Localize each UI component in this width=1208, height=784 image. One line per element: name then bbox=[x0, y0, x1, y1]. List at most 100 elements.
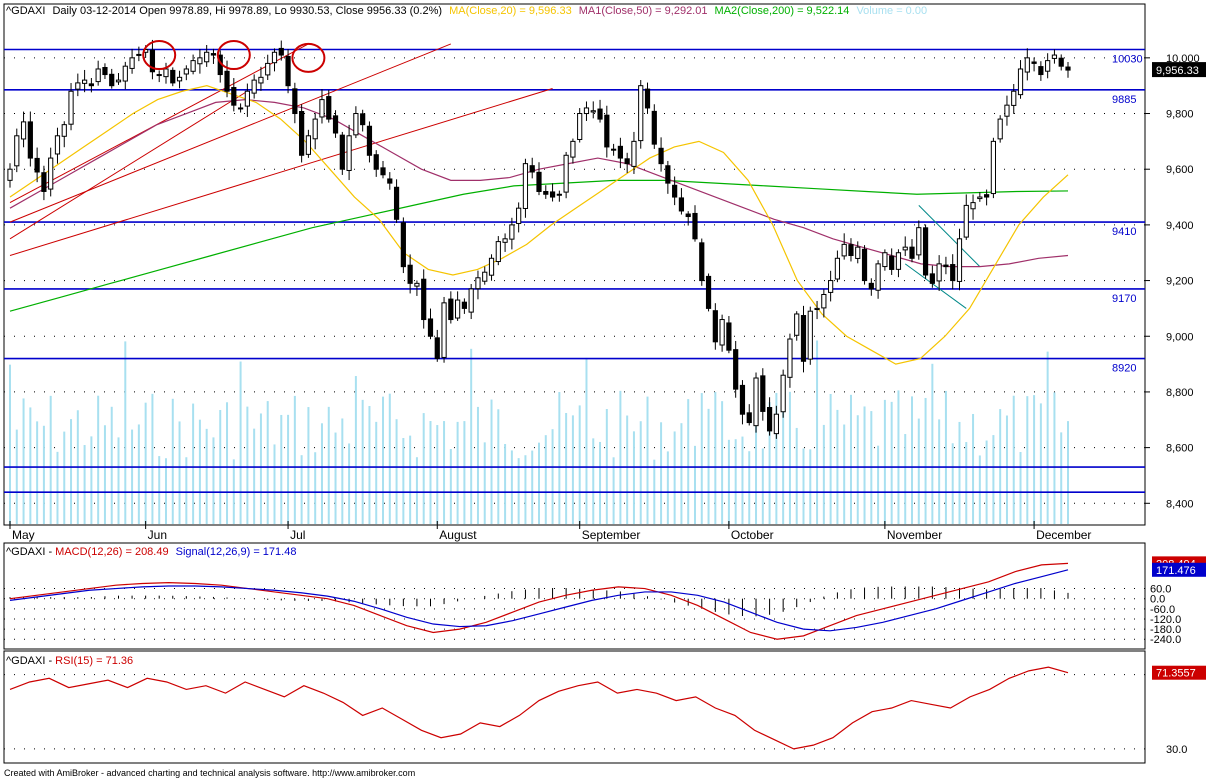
month-label: Jun bbox=[148, 528, 167, 542]
candle-body bbox=[237, 107, 244, 110]
volume-bar bbox=[524, 455, 527, 524]
candle bbox=[882, 249, 888, 271]
volume-bar bbox=[877, 445, 880, 524]
volume-bar bbox=[117, 437, 120, 524]
candle bbox=[617, 137, 623, 169]
volume-bar bbox=[422, 413, 425, 524]
volume-bar bbox=[456, 421, 459, 524]
volume-bar bbox=[592, 438, 595, 524]
candle-body bbox=[773, 413, 779, 435]
candle bbox=[34, 147, 40, 183]
candle-body bbox=[258, 76, 264, 84]
candle bbox=[787, 333, 793, 388]
volume-bar bbox=[558, 392, 561, 524]
candle-body bbox=[889, 255, 895, 270]
candle bbox=[448, 291, 454, 324]
volume-bar bbox=[239, 361, 242, 524]
candle-body bbox=[590, 110, 596, 113]
candle bbox=[536, 162, 542, 196]
volume-bar bbox=[144, 402, 147, 524]
candle bbox=[658, 137, 664, 172]
candle bbox=[651, 104, 657, 149]
candle-body bbox=[1017, 68, 1024, 96]
candle bbox=[163, 62, 169, 84]
trend-line bbox=[9, 90, 248, 240]
candle bbox=[88, 77, 94, 93]
candle bbox=[556, 190, 562, 202]
candle-body bbox=[360, 113, 366, 126]
price-axis-label: 10,000 bbox=[1166, 53, 1200, 65]
volume-bar bbox=[755, 406, 758, 524]
candle-body bbox=[20, 121, 27, 140]
volume-bar bbox=[1060, 432, 1063, 524]
candle-body bbox=[1058, 57, 1064, 67]
volume-bar bbox=[578, 405, 581, 524]
candle bbox=[475, 270, 481, 300]
candle-body bbox=[488, 257, 495, 276]
candle bbox=[543, 185, 549, 199]
candle bbox=[183, 65, 189, 81]
candle bbox=[75, 73, 81, 97]
candle-body bbox=[570, 140, 576, 158]
volume-bar bbox=[409, 435, 412, 524]
volume-bar bbox=[931, 363, 934, 524]
candle-body bbox=[733, 349, 739, 390]
candle-body bbox=[393, 186, 400, 220]
candle-body bbox=[997, 118, 1003, 140]
price-panel: 8,400 8,600 8,800 9,000 9,200 9,400 9,600 9,800… bbox=[4, 39, 1206, 542]
volume-bar bbox=[110, 406, 113, 524]
candle-body bbox=[1024, 57, 1030, 73]
candle bbox=[583, 101, 590, 121]
candle-body bbox=[916, 227, 922, 256]
candle-body bbox=[638, 85, 644, 142]
candle bbox=[231, 78, 237, 112]
candle-body bbox=[14, 135, 20, 167]
volume-bar bbox=[443, 421, 446, 524]
candle bbox=[760, 368, 766, 421]
candle-body bbox=[936, 263, 942, 282]
candle bbox=[984, 189, 990, 206]
candle-body bbox=[712, 310, 718, 343]
volume-bar bbox=[829, 393, 832, 524]
candle bbox=[102, 63, 108, 80]
candle bbox=[665, 160, 671, 194]
candle-body bbox=[183, 68, 189, 75]
candle-body bbox=[895, 252, 902, 270]
candle-body bbox=[624, 158, 630, 165]
candle-body bbox=[583, 107, 590, 115]
candle bbox=[963, 194, 969, 240]
candle bbox=[95, 60, 101, 86]
volume-bar bbox=[761, 448, 764, 524]
candle-body bbox=[197, 57, 203, 65]
volume-bar bbox=[1033, 395, 1036, 524]
candle bbox=[773, 405, 779, 439]
rsi-header-prefix: ^GDAXI - bbox=[6, 655, 55, 667]
volume-bar bbox=[863, 406, 866, 524]
candle-body bbox=[305, 135, 312, 155]
rsi-last-box bbox=[1152, 665, 1206, 680]
candle bbox=[373, 150, 379, 177]
candle bbox=[549, 183, 556, 202]
candle-body bbox=[719, 319, 725, 346]
candle bbox=[332, 110, 339, 138]
candle-body bbox=[285, 55, 291, 87]
candle bbox=[841, 233, 847, 260]
candle-body bbox=[549, 191, 556, 198]
volume-bar bbox=[856, 415, 859, 524]
volume-bar bbox=[63, 431, 66, 524]
candle-body bbox=[977, 196, 983, 200]
volume-bar bbox=[531, 450, 534, 524]
candle bbox=[780, 369, 786, 418]
volume-bar bbox=[348, 443, 351, 524]
candle bbox=[631, 131, 637, 174]
candle bbox=[875, 260, 881, 299]
volume-bar bbox=[15, 429, 18, 524]
volume-bar bbox=[958, 421, 961, 524]
candle-body bbox=[1045, 60, 1051, 72]
rsi-line bbox=[9, 666, 1069, 750]
candle-body bbox=[82, 79, 88, 84]
candle bbox=[509, 217, 515, 250]
candle-body bbox=[400, 222, 406, 268]
volume-bar bbox=[917, 418, 920, 524]
volume-bar bbox=[307, 407, 310, 524]
